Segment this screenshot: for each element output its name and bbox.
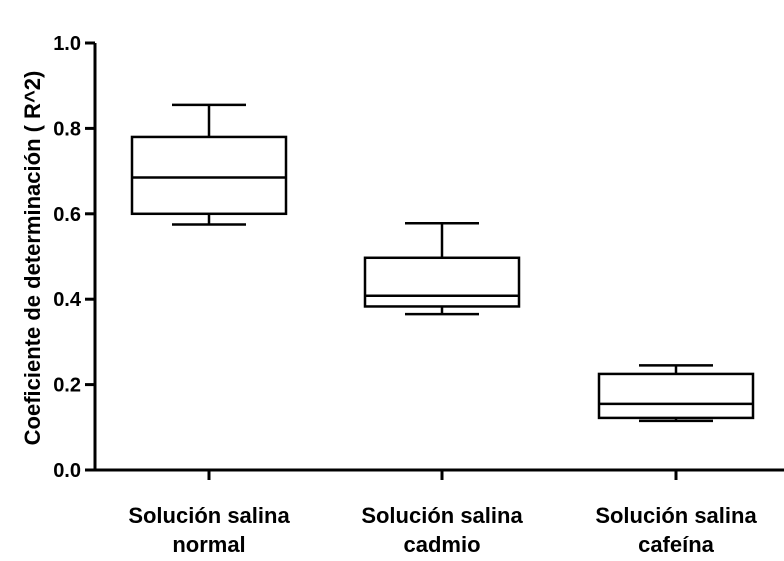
- x-category-label-line: normal: [172, 532, 245, 557]
- x-category-label-line: Solución salina: [361, 503, 523, 528]
- y-tick-label: 0.6: [53, 204, 81, 226]
- x-category-label: Solución salina normal: [128, 503, 290, 557]
- y-tick-label: 0.0: [53, 460, 81, 482]
- box-group: [597, 364, 755, 423]
- iqr-box: [130, 135, 288, 216]
- y-tick-label: 0.2: [53, 375, 81, 397]
- boxes: [130, 103, 755, 423]
- x-category-label-line: Solución salina: [128, 503, 290, 528]
- x-category-label-line: cadmio: [403, 532, 480, 557]
- y-tick-label: 1.0: [53, 33, 81, 55]
- y-tick-label: 0.8: [53, 118, 81, 140]
- y-tick-label: 0.4: [53, 289, 82, 311]
- category-labels: Solución salina normal Solución salina cadm…: [128, 503, 757, 557]
- iqr-box: [363, 256, 521, 308]
- box-group: [363, 221, 521, 316]
- box-group: [130, 103, 288, 226]
- axes: 0.0 0.2 0.4 0.6 0.8 1.0: [53, 33, 784, 482]
- y-axis-title: Coeficiente de determinación ( R^2): [20, 71, 45, 446]
- x-category-label: Solución salina cadmio: [361, 503, 523, 557]
- x-category-label-line: Solución salina: [595, 503, 757, 528]
- iqr-box: [597, 372, 755, 420]
- x-category-label: Solución salina cafeína: [595, 503, 757, 557]
- x-category-label-line: cafeína: [638, 532, 715, 557]
